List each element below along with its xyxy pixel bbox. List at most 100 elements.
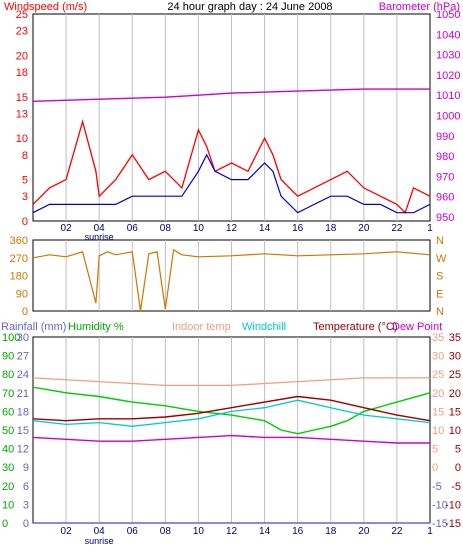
temp-tick-label-outer: 15 bbox=[449, 406, 461, 418]
x-tick-label: 02 bbox=[61, 223, 73, 234]
temp-tick-label-outer: 30 bbox=[449, 351, 461, 363]
x-tick-label: 18 bbox=[325, 526, 337, 537]
wind-baro-series bbox=[32, 88, 431, 214]
x-tick-label: 16 bbox=[292, 223, 304, 234]
rainfall-tick-label: 21 bbox=[17, 388, 29, 400]
rainfall-tick-label: 3 bbox=[23, 499, 29, 511]
temperature-line bbox=[32, 395, 431, 422]
windspeed-tick-label: 5 bbox=[22, 175, 28, 187]
windspeed-tick-label: 0 bbox=[22, 216, 28, 228]
x-tick-label: 14 bbox=[259, 223, 271, 234]
barometer-tick-label: 1010 bbox=[436, 90, 460, 102]
rainfall-tick-label: 18 bbox=[17, 406, 29, 418]
windspeed-tick-label: 18 bbox=[16, 67, 28, 79]
temp-tick-label-inner: 25 bbox=[432, 369, 444, 381]
legend-indoor-temp: Indoor temp bbox=[172, 321, 231, 333]
sunrise-label: sunrise bbox=[85, 232, 114, 242]
humidity-tick-label: 100 bbox=[2, 332, 20, 344]
compass-tick-label: N bbox=[436, 235, 444, 247]
x-tick-label: 02 bbox=[61, 526, 73, 537]
x-tick-label: 06 bbox=[127, 223, 139, 234]
temp-tick-label-outer: -10 bbox=[445, 499, 461, 511]
rainfall-tick-label: 27 bbox=[17, 351, 29, 363]
x-tick-label: 08 bbox=[160, 526, 172, 537]
barometer-tick-label: 1040 bbox=[436, 29, 460, 41]
humidity-tick-label: 20 bbox=[2, 481, 14, 493]
wind-baro-ticks: 0358101315182023259509609709809901000101… bbox=[16, 9, 461, 242]
temp-tick-label-inner: 5 bbox=[432, 444, 438, 456]
barometer-tick-label: 1020 bbox=[436, 70, 460, 82]
compass-tick-label: E bbox=[436, 288, 443, 300]
humidity-tick-label: 60 bbox=[2, 406, 14, 418]
temp-tick-label-inner: 0 bbox=[432, 462, 438, 474]
temp-tick-label-outer: 5 bbox=[455, 444, 461, 456]
temp-tick-label-inner: 20 bbox=[432, 388, 444, 400]
x-tick-label: 06 bbox=[127, 526, 139, 537]
sunrise-label: sunrise bbox=[85, 536, 114, 546]
x-tick-label: 04 bbox=[94, 223, 106, 234]
wind-baro-grid bbox=[65, 14, 398, 221]
windspeed-tick-label: 25 bbox=[16, 9, 28, 21]
windspeed-tick-label: 10 bbox=[16, 133, 28, 145]
indoor-temp-line bbox=[32, 377, 430, 387]
x-tick-label: 04 bbox=[94, 526, 106, 537]
wind-average-line bbox=[32, 153, 431, 214]
windspeed-axis-title: Windspeed (m/s) bbox=[4, 1, 87, 13]
direction-tick-label: 360 bbox=[10, 235, 28, 247]
x-tick-label: 22 bbox=[391, 223, 403, 234]
rainfall-tick-label: 9 bbox=[23, 462, 29, 474]
legend-windchill: Windchill bbox=[242, 321, 286, 333]
windchill-line bbox=[32, 399, 431, 427]
barometer-tick-label: 1030 bbox=[436, 50, 460, 62]
x-tick-label: 10 bbox=[193, 223, 205, 234]
rainfall-tick-label: 15 bbox=[17, 425, 29, 437]
x-tick-label: 22 bbox=[391, 526, 403, 537]
legend-rainfall: Rainfall (mm) bbox=[1, 321, 66, 333]
barometer-tick-label: 1000 bbox=[436, 110, 460, 122]
temp-tick-label-inner: -15 bbox=[432, 518, 448, 530]
rainfall-tick-label: 24 bbox=[17, 369, 29, 381]
chart-title: 24 hour graph day : 24 June 2008 bbox=[167, 1, 332, 13]
temp-tick-label-inner: 35 bbox=[432, 332, 444, 344]
humidity-tick-label: 90 bbox=[2, 351, 14, 363]
temp-tick-label-outer: 20 bbox=[449, 388, 461, 400]
barometer-tick-label: 960 bbox=[436, 192, 454, 204]
windspeed-tick-label: 3 bbox=[22, 191, 28, 203]
temp-humidity-series bbox=[32, 377, 431, 524]
x-tick-label: 10 bbox=[193, 526, 205, 537]
barometer-tick-label: 990 bbox=[436, 131, 454, 143]
barometer-tick-label: 970 bbox=[436, 171, 454, 183]
humidity-tick-label: 40 bbox=[2, 444, 14, 456]
rainfall-tick-label: 0 bbox=[23, 518, 29, 530]
windspeed-tick-label: 13 bbox=[16, 108, 28, 120]
x-tick-label: 16 bbox=[292, 526, 304, 537]
temp-humidity-ticks: 0102030405060708090100036912151821242730… bbox=[2, 332, 461, 546]
barometer-axis-title: Barometer (hPa) bbox=[379, 1, 460, 13]
x-tick-label: 18 bbox=[325, 223, 337, 234]
direction-tick-label: 90 bbox=[16, 288, 28, 300]
barometer-tick-label: 980 bbox=[436, 151, 454, 163]
windspeed-tick-label: 20 bbox=[16, 50, 28, 62]
barometer-line bbox=[32, 88, 430, 102]
compass-tick-label: N bbox=[436, 306, 444, 318]
compass-tick-label: W bbox=[436, 253, 447, 265]
temp-tick-label-outer: 10 bbox=[449, 425, 461, 437]
windspeed-tick-label: 8 bbox=[22, 150, 28, 162]
legend-humidity: Humidity % bbox=[68, 321, 124, 333]
direction-tick-label: 270 bbox=[10, 253, 28, 265]
windspeed-tick-label: 15 bbox=[16, 92, 28, 104]
temp-tick-label-inner: 15 bbox=[432, 406, 444, 418]
temp-tick-label-outer: -15 bbox=[445, 518, 461, 530]
temp-tick-label-inner: 10 bbox=[432, 425, 444, 437]
x-tick-label: 1 bbox=[427, 223, 433, 234]
barometer-tick-label: 950 bbox=[436, 212, 454, 224]
temp-humidity-grid bbox=[65, 337, 398, 523]
legend-temperature: Temperature (°C) bbox=[313, 321, 397, 333]
humidity-tick-label: 30 bbox=[2, 462, 14, 474]
humidity-tick-label: 80 bbox=[2, 369, 14, 381]
x-tick-label: 12 bbox=[226, 526, 238, 537]
temp-tick-label-outer: 0 bbox=[455, 462, 461, 474]
x-tick-label: 1 bbox=[427, 526, 433, 537]
humidity-tick-label: 70 bbox=[2, 388, 14, 400]
